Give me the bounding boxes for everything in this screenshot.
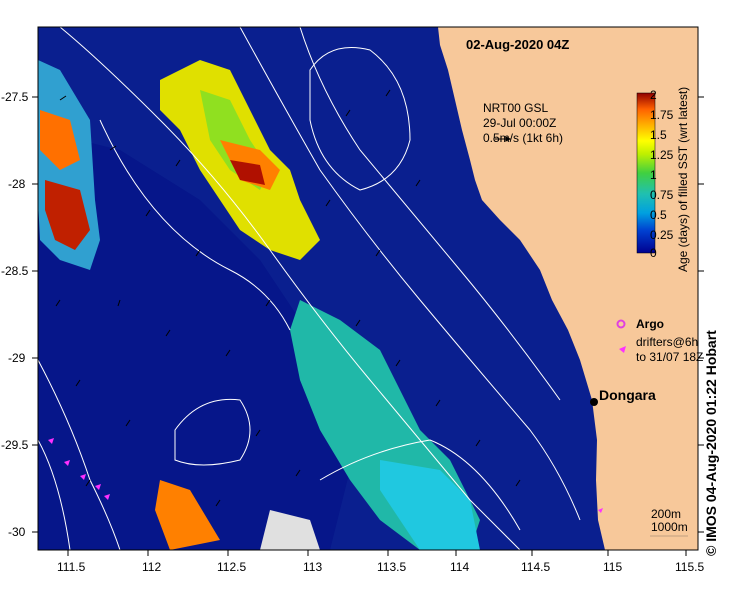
deep-water-patch (38, 130, 350, 550)
lon-tick: 113 (303, 560, 323, 574)
lon-tick: 115.5 (675, 560, 705, 574)
lon-tick: 115 (603, 560, 623, 574)
lon-tick: 111.5 (57, 560, 86, 574)
age-s-patch (260, 510, 320, 550)
cbar-tick: 0.5 (650, 208, 667, 222)
colorbar-title: Age (days) of filled SST (wrt latest) (676, 86, 690, 272)
drifter-track (48, 438, 110, 500)
dongara-marker (590, 398, 598, 406)
plot-frame (37, 26, 699, 551)
argo-icon (616, 319, 626, 329)
age-west-red (45, 180, 90, 250)
age-band-red (230, 160, 265, 185)
lon-tick: 112.5 (217, 560, 247, 574)
lat-tick: -27.5 (1, 90, 29, 104)
cbar-tick: 2 (650, 88, 657, 102)
lat-tick: -28.5 (1, 264, 29, 278)
lat-tick: -29 (8, 351, 26, 365)
age-plume-light (380, 460, 480, 550)
cbar-tick: 0 (650, 246, 657, 260)
credit-label: © IMOS 04-Aug-2020 01:22 Hobart (703, 330, 719, 556)
drifter-track-coast (598, 508, 603, 513)
land-australia (438, 27, 698, 550)
lon-tick: 112 (142, 560, 162, 574)
drifters-label-1: drifters@6h (636, 335, 699, 349)
lat-tick: -29.5 (1, 438, 29, 452)
contour-label-200m: 200m (651, 507, 682, 521)
cbar-tick: 0.75 (650, 188, 674, 202)
lon-tick: 114.5 (521, 560, 551, 574)
contour-lines (38, 27, 581, 550)
cbar-tick: 1.75 (650, 108, 674, 122)
argo-label: Argo (636, 317, 664, 331)
lat-tick: -30 (8, 525, 26, 539)
cbar-tick: 1.5 (650, 128, 667, 142)
cbar-tick: 1.25 (650, 148, 674, 162)
drifter-icon (619, 346, 626, 353)
age-west-orange (40, 110, 80, 170)
drifters-label-2: to 31/07 18Z (636, 350, 704, 364)
lon-tick: 113.5 (377, 560, 407, 574)
current-vectors (55, 89, 521, 507)
reference-arrow (493, 136, 512, 142)
age-sw-patch (155, 480, 220, 550)
lon-tick: 114 (450, 560, 470, 574)
product-line1: NRT00 GSL (483, 101, 549, 115)
contour-label-1000m: 1000m (651, 520, 688, 534)
map-title: 02-Aug-2020 04Z (466, 37, 570, 52)
cbar-tick: 1 (650, 168, 657, 182)
lat-tick: -28 (8, 177, 26, 191)
cbar-tick: 0.25 (650, 228, 674, 242)
place-label-dongara: Dongara (599, 387, 656, 403)
colorbar (636, 92, 656, 254)
product-line3: 0.5m/s (1kt 6h) (483, 131, 564, 145)
axis-ticks (32, 96, 704, 556)
product-line2: 29-Jul 00:00Z (483, 116, 557, 130)
